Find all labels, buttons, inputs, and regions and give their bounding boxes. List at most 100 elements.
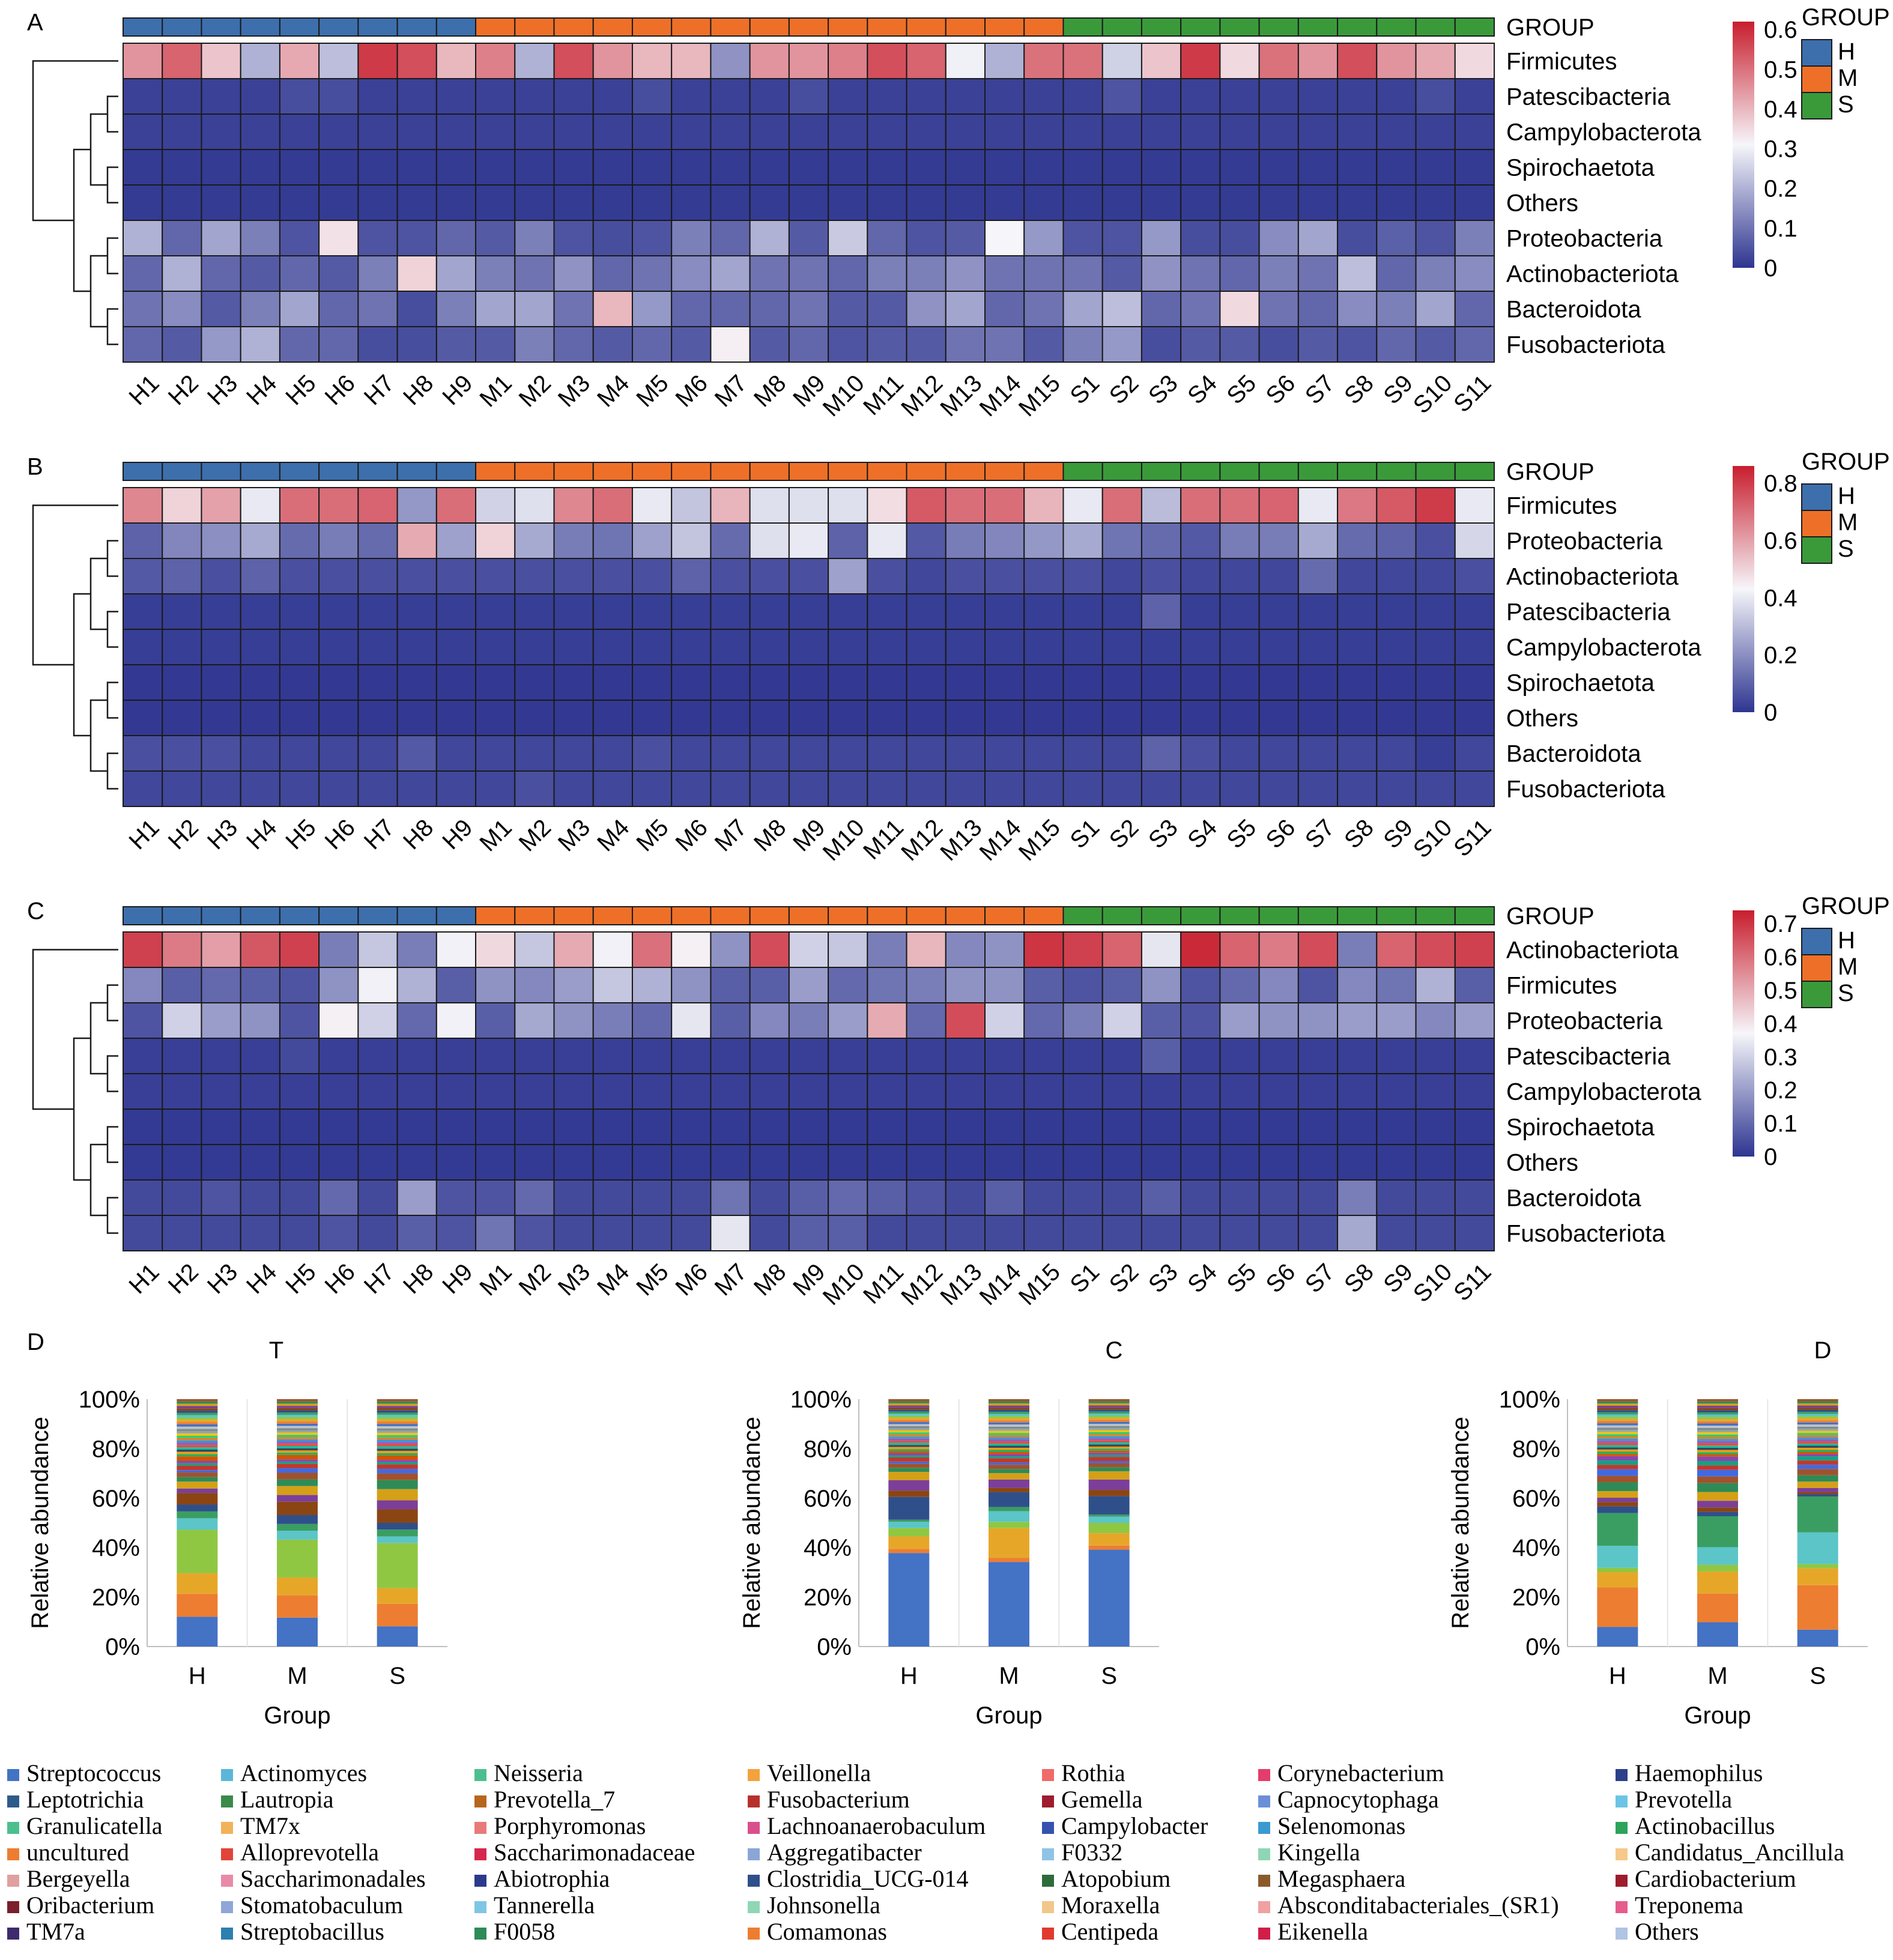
heatmap-cell [631,487,673,524]
heatmap-cell [514,522,555,559]
y-tick-label: 100% [1499,1387,1560,1413]
column-label: M2 [514,814,556,856]
heatmap-cell [201,1215,241,1251]
heatmap-cell [710,1002,751,1039]
group-legend-label: M [1838,65,1858,91]
heatmap-cell [1258,184,1299,221]
group-cell [671,462,712,481]
heatmap-cell [1258,113,1299,150]
column-label: M1 [474,1259,516,1301]
bar-segment [177,1411,218,1413]
heatmap-cell [828,522,868,559]
heatmap-cell [906,664,946,701]
heatmap-cell [867,113,907,150]
heatmap-cell [435,255,477,292]
heatmap-cell [592,184,633,221]
heatmap-cell [1180,184,1221,221]
heatmap-cell [357,700,398,736]
bar-segment [1597,1421,1638,1424]
heatmap-cell [279,255,320,292]
group-cell [201,17,241,37]
heatmap-cell [1337,220,1378,256]
heatmap-cell [1337,1109,1378,1145]
heatmap-cell [1101,1038,1142,1074]
bar-segment [277,1417,318,1420]
group-cell [475,906,516,925]
heatmap-cell [435,113,477,150]
heatmap-cell [201,522,241,559]
bar-segment [177,1420,218,1423]
heatmap-cell [279,967,320,1003]
heatmap-cell [671,931,712,968]
bar-segment [1597,1491,1638,1498]
heatmap-cell [1219,1215,1260,1251]
group-cell [1023,906,1064,925]
heatmap-cell [867,326,907,363]
dendrogram [32,949,118,1234]
heatmap-cell [867,1179,907,1216]
column-label: M12 [896,370,948,422]
heatmap-cell [710,558,751,594]
heatmap-cell [1337,967,1378,1003]
legend-label: Stomatobaculum [240,1892,403,1919]
column-label: M12 [896,1259,948,1310]
y-tick-label: 60% [1512,1486,1560,1512]
heatmap-cell [631,1179,673,1216]
heatmap-cell [1101,522,1142,559]
heatmap-cell [396,487,437,524]
column-label: M10 [818,814,870,866]
heatmap-cell [592,1038,633,1074]
heatmap-cell [279,593,320,630]
bar-segment [177,1511,218,1519]
heatmap-cell [1140,487,1182,524]
heatmap-cell [553,326,594,363]
heatmap-cell [1297,43,1339,79]
heatmap-cell [631,770,673,807]
group-cell [357,462,398,481]
heatmap-cell [1376,291,1417,327]
group-cell [123,462,163,481]
heatmap-cell [1454,629,1495,665]
dendrogram-branch [106,611,118,648]
heatmap-cell [710,629,751,665]
heatmap-cell [828,664,868,701]
heatmap-cell [553,43,594,79]
heatmap-cell [710,1215,751,1251]
bar-segment [177,1447,218,1450]
heatmap-cell [1101,735,1142,772]
bar-segment [1597,1572,1638,1588]
heatmap-cell [671,326,712,363]
column-label: M13 [935,1259,987,1310]
column-label: S7 [1300,370,1340,410]
bar-segment [177,1417,218,1420]
heatmap-cell [1180,558,1221,594]
legend-label: Campylobacter [1061,1812,1208,1839]
heatmap-cell [749,629,790,665]
heatmap-cell [1454,1215,1495,1251]
heatmap-cell [1219,931,1260,968]
bar-segment [377,1426,418,1429]
dendrogram-branch [106,95,118,133]
dendrogram-branch [89,1143,108,1217]
legend-label: Moraxella [1061,1892,1160,1919]
heatmap-cell [1023,558,1064,594]
heatmap-cell [1219,1179,1260,1216]
heatmap-cell [123,1109,163,1145]
group-cell [592,906,633,925]
heatmap-cell [710,735,751,772]
bar-segment [277,1450,318,1453]
heatmap-cell [592,149,633,186]
heatmap-cell [710,291,751,327]
heatmap-cell [1415,558,1456,594]
bar-segment [1088,1496,1130,1515]
heatmap-cell [1101,78,1142,115]
heatmap-cell [749,931,790,968]
color-scale-tick: 0.7 [1764,911,1798,937]
heatmap-cell [357,558,398,594]
bar-segment [888,1528,930,1537]
heatmap-cell [1062,735,1103,772]
bar-segment [1797,1452,1838,1454]
bar-segment [1088,1420,1130,1422]
heatmap-cell [592,522,633,559]
heatmap-cell [592,220,633,256]
